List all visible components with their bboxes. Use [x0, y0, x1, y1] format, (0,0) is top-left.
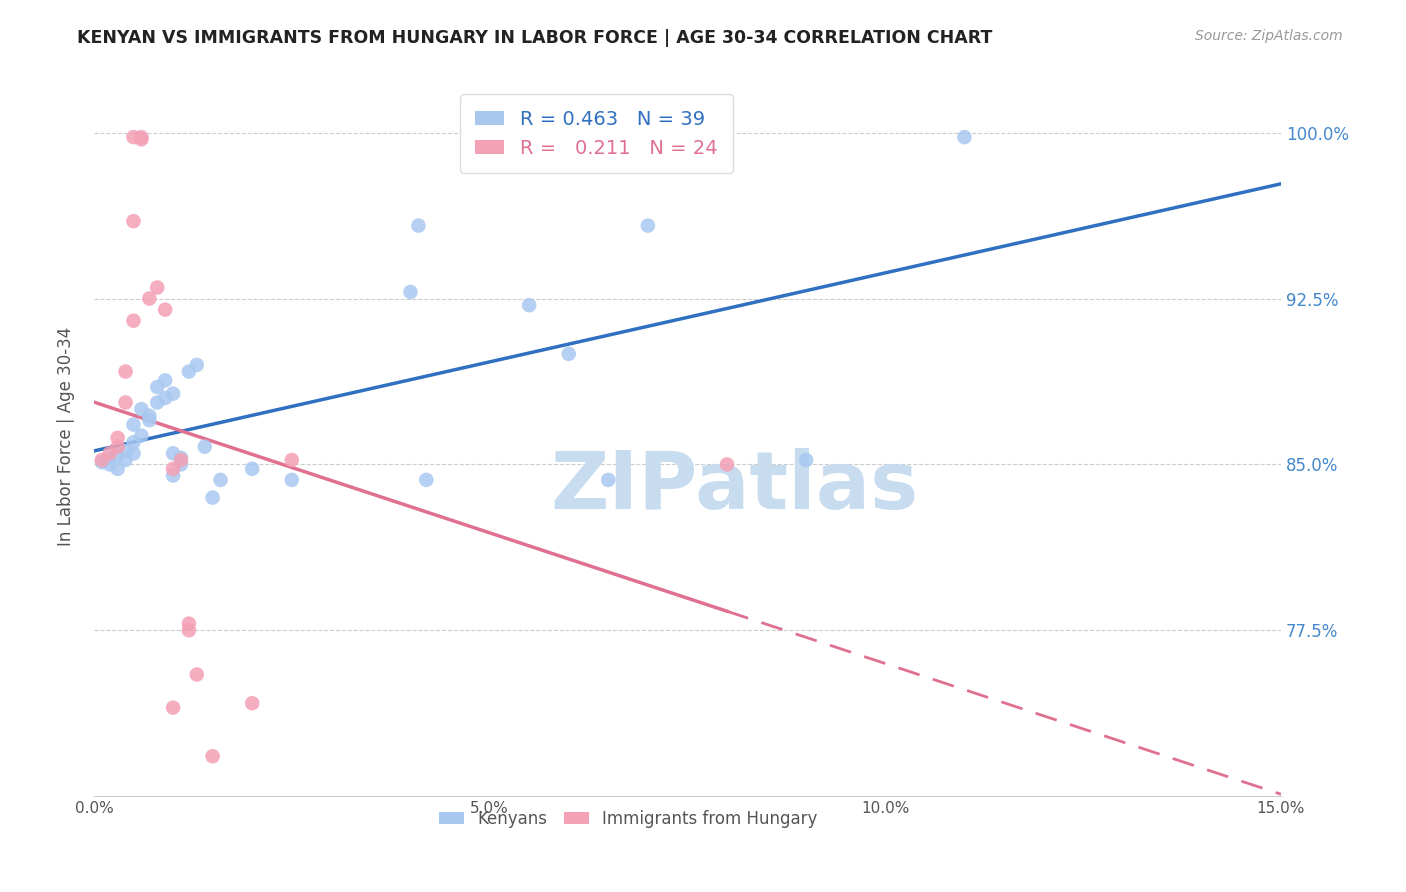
Text: ZIPatlas: ZIPatlas — [551, 448, 920, 526]
Point — [162, 468, 184, 483]
Point — [138, 409, 160, 423]
Text: Source: ZipAtlas.com: Source: ZipAtlas.com — [1195, 29, 1343, 43]
Point — [146, 380, 169, 394]
Point — [153, 302, 176, 317]
Point — [114, 444, 136, 458]
Point — [177, 616, 200, 631]
Point — [131, 132, 153, 146]
Point — [114, 453, 136, 467]
Text: KENYAN VS IMMIGRANTS FROM HUNGARY IN LABOR FORCE | AGE 30-34 CORRELATION CHART: KENYAN VS IMMIGRANTS FROM HUNGARY IN LAB… — [77, 29, 993, 46]
Point — [558, 347, 581, 361]
Point — [281, 473, 304, 487]
Point — [399, 285, 422, 299]
Y-axis label: In Labor Force | Age 30-34: In Labor Force | Age 30-34 — [58, 327, 75, 547]
Point — [186, 667, 208, 681]
Point — [138, 413, 160, 427]
Point — [794, 453, 817, 467]
Point — [122, 435, 145, 450]
Point — [953, 130, 976, 145]
Point — [122, 214, 145, 228]
Point — [177, 365, 200, 379]
Point — [90, 453, 112, 467]
Point — [122, 130, 145, 145]
Point — [131, 402, 153, 417]
Point — [170, 458, 193, 472]
Point — [240, 462, 263, 476]
Point — [162, 462, 184, 476]
Point — [408, 219, 430, 233]
Point — [98, 450, 121, 465]
Point — [162, 386, 184, 401]
Point — [170, 453, 193, 467]
Point — [517, 298, 540, 312]
Point — [122, 417, 145, 432]
Point — [114, 395, 136, 409]
Point — [107, 440, 129, 454]
Point — [122, 314, 145, 328]
Point — [170, 450, 193, 465]
Point — [146, 395, 169, 409]
Point — [146, 280, 169, 294]
Point — [186, 358, 208, 372]
Point — [194, 440, 217, 454]
Point — [107, 462, 129, 476]
Point — [153, 391, 176, 405]
Point — [138, 292, 160, 306]
Point — [240, 696, 263, 710]
Point — [162, 700, 184, 714]
Point — [415, 473, 437, 487]
Point — [281, 453, 304, 467]
Point — [122, 446, 145, 460]
Point — [131, 428, 153, 442]
Point — [131, 130, 153, 145]
Point — [637, 219, 659, 233]
Point — [107, 431, 129, 445]
Point — [98, 446, 121, 460]
Point — [201, 491, 224, 505]
Point — [209, 473, 232, 487]
Point — [177, 624, 200, 638]
Legend: Kenyans, Immigrants from Hungary: Kenyans, Immigrants from Hungary — [432, 803, 824, 835]
Point — [716, 458, 738, 472]
Point — [201, 749, 224, 764]
Point — [598, 473, 620, 487]
Point — [162, 446, 184, 460]
Point — [90, 455, 112, 469]
Point — [153, 373, 176, 387]
Point — [98, 458, 121, 472]
Point — [107, 449, 129, 463]
Point — [114, 365, 136, 379]
